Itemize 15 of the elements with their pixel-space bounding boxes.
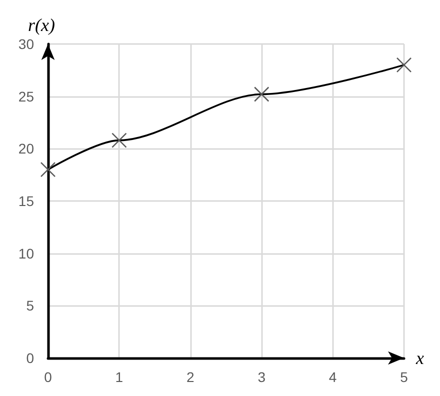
x-tick-label: 0 [44,369,52,385]
y-tick-label: 15 [18,193,34,209]
y-tick-label: 30 [18,36,34,52]
x-tick-label: 5 [400,369,408,385]
y-axis-title: r(x) [28,15,55,35]
y-tick-label: 5 [26,298,34,314]
y-tick-label: 20 [18,140,34,157]
x-axis-title: x [415,348,424,368]
y-tick-label: 25 [18,88,34,104]
y-tick-label: 10 [18,245,34,262]
x-tick-label: 2 [186,369,194,385]
y-tick-label: 0 [26,350,34,366]
x-tick-label: 4 [328,369,337,385]
x-tick-label: 1 [115,369,124,385]
x-tick-label: 3 [258,369,266,385]
